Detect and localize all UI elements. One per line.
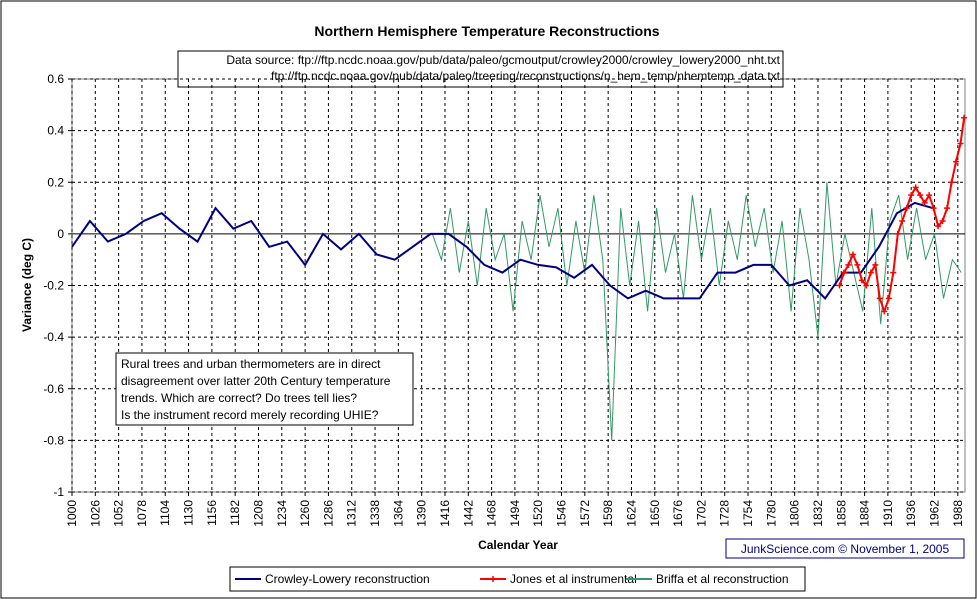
x-tick-label: 1364	[391, 500, 405, 527]
point-marker	[840, 269, 847, 276]
x-tick-label: 1026	[88, 500, 102, 527]
point-marker	[867, 269, 874, 276]
y-tick-label: 0.2	[47, 175, 64, 189]
point-marker	[881, 308, 888, 315]
x-tick-label: 1728	[718, 500, 732, 527]
x-tick-label: 1338	[368, 500, 382, 527]
x-tick-label: 1572	[578, 500, 592, 527]
annotation-line: Rural trees and urban thermometers are i…	[121, 357, 381, 371]
chart-title: Northern Hemisphere Temperature Reconstr…	[314, 23, 659, 39]
y-tick-label: -0.2	[43, 279, 64, 293]
x-tick-label: 1806	[788, 500, 802, 527]
x-tick-label: 1078	[135, 500, 149, 527]
x-tick-label: 1208	[251, 500, 265, 527]
x-tick-label: 1884	[858, 500, 872, 527]
legend-marker	[490, 576, 496, 582]
point-marker	[872, 261, 879, 268]
legend-label: Briffa et al reconstruction	[656, 572, 789, 586]
annotation-line: trends. Which are correct? Do trees tell…	[121, 391, 357, 405]
y-tick-label: 0.4	[47, 124, 64, 138]
point-marker	[858, 277, 865, 284]
point-marker	[903, 205, 910, 212]
x-tick-label: 1910	[881, 500, 895, 527]
x-tick-label: 1624	[624, 500, 638, 527]
credit-box	[725, 538, 965, 559]
source-box	[177, 50, 784, 88]
annotation-box	[115, 352, 414, 426]
x-tick-label: 1962	[928, 500, 942, 527]
point-marker	[854, 261, 861, 268]
point-marker	[836, 282, 843, 289]
x-tick-label: 1494	[508, 500, 522, 527]
series-line	[71, 201, 933, 300]
source-line: Data source: ftp://ftp.ncdc.noaa.gov/pub…	[226, 53, 780, 67]
annotation-line: Is the instrument record merely recordin…	[121, 408, 379, 422]
point-marker	[849, 251, 856, 258]
point-marker	[957, 140, 964, 147]
point-marker	[948, 179, 955, 186]
x-tick-label: 1260	[298, 500, 312, 527]
credit: JunkScience.com © November 1, 2005	[741, 542, 950, 556]
point-marker	[863, 282, 870, 289]
point-marker	[953, 158, 960, 165]
y-tick-label: -0.8	[43, 433, 64, 447]
point-marker	[876, 295, 883, 302]
x-tick-label: 1936	[904, 500, 918, 527]
x-tick-label: 1234	[275, 500, 289, 527]
x-tick-label: 1468	[485, 500, 499, 527]
point-marker	[899, 217, 906, 224]
x-tick-label: 1546	[555, 500, 569, 527]
x-tick-label: 1390	[415, 500, 429, 527]
y-tick-label: -0.4	[43, 330, 64, 344]
point-marker	[944, 205, 951, 212]
x-tick-label: 1702	[694, 500, 708, 527]
point-marker	[845, 261, 852, 268]
x-tick-label: 1650	[648, 500, 662, 527]
point-marker	[885, 295, 892, 302]
source-line: ftp://ftp.ncdc.noaa.gov/pub/data/paleo/t…	[271, 69, 781, 83]
point-marker	[890, 269, 897, 276]
x-tick-label: 1754	[741, 500, 755, 527]
x-tick-label: 1312	[345, 500, 359, 527]
y-tick-label: -1	[53, 485, 64, 499]
point-marker	[908, 192, 915, 199]
y-axis-title: Variance (deg C)	[20, 238, 34, 332]
x-axis-title: Calendar Year	[478, 538, 558, 552]
x-tick-label: 1130	[182, 500, 196, 526]
x-tick-label: 1000	[65, 500, 79, 527]
legend-label: Jones et al instrumental	[510, 572, 637, 586]
point-marker	[917, 192, 924, 199]
annotation-line: disagreement over latter 20th Century te…	[121, 374, 391, 388]
x-tick-label: 1104	[158, 500, 172, 526]
legend	[229, 566, 806, 592]
x-tick-label: 1858	[834, 500, 848, 527]
y-tick-label: 0.6	[47, 72, 64, 86]
point-marker	[930, 205, 937, 212]
y-tick-label: -0.6	[43, 382, 64, 396]
point-marker	[939, 217, 946, 224]
point-marker	[894, 230, 901, 237]
x-tick-label: 1286	[321, 500, 335, 527]
x-tick-label: 1520	[531, 500, 545, 527]
point-marker	[912, 184, 919, 191]
point-marker	[961, 114, 968, 121]
x-tick-label: 1442	[461, 500, 475, 527]
series-line	[431, 182, 962, 441]
x-tick-label: 1832	[811, 500, 825, 527]
point-marker	[926, 192, 933, 199]
y-tick-label: 0	[57, 227, 64, 241]
point-marker	[935, 223, 942, 230]
x-tick-label: 1780	[764, 500, 778, 527]
x-tick-label: 1182	[228, 500, 242, 526]
legend-label: Crowley-Lowery reconstruction	[265, 572, 430, 586]
x-tick-label: 1988	[951, 500, 965, 527]
x-tick-label: 1676	[671, 500, 685, 527]
x-tick-label: 1052	[112, 500, 126, 527]
x-tick-label: 1416	[438, 500, 452, 527]
point-marker	[921, 199, 928, 206]
x-tick-label: 1156	[205, 500, 219, 526]
x-tick-label: 1598	[601, 500, 615, 527]
